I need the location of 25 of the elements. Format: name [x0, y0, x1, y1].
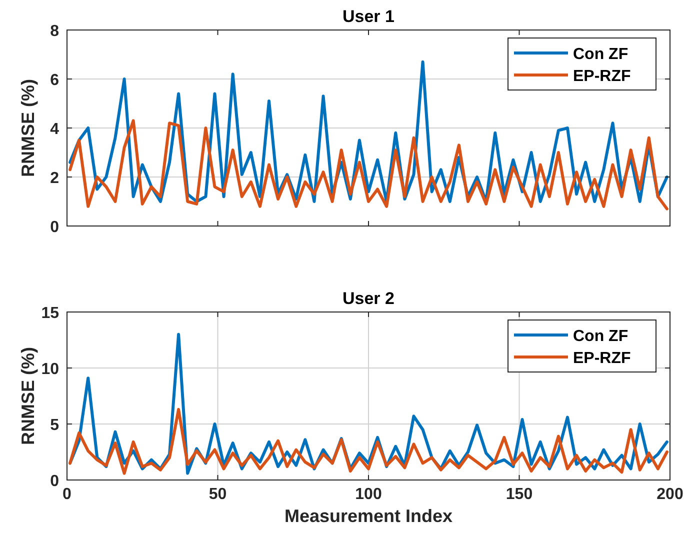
legend-label: Con ZF	[573, 328, 628, 345]
y-axis-title: RNMSE (%)	[18, 346, 38, 445]
chart-title: User 2	[342, 289, 394, 308]
y-tick-label: 6	[50, 72, 60, 89]
x-tick-label: 100	[355, 486, 382, 503]
x-tick-label: 200	[656, 486, 684, 503]
x-axis-title: Measurement Index	[284, 506, 453, 526]
y-tick-label: 5	[50, 417, 60, 434]
y-tick-label: 8	[50, 23, 60, 40]
legend-label: EP-RZF	[573, 350, 631, 367]
y-axis-title: RNMSE (%)	[18, 78, 38, 177]
x-tick-label: 50	[208, 486, 227, 503]
line-series	[68, 408, 668, 475]
y-tick-label: 0	[50, 219, 60, 236]
x-tick-label: 150	[506, 486, 533, 503]
y-tick-label: 2	[50, 170, 60, 187]
line-series	[68, 119, 668, 210]
y-tick-label: 15	[41, 305, 60, 322]
y-tick-label: 0	[50, 473, 60, 490]
chart-title: User 1	[342, 7, 394, 26]
legend-label: Con ZF	[573, 46, 628, 63]
x-tick-label: 0	[62, 486, 72, 503]
y-tick-label: 4	[50, 121, 60, 138]
legend-label: EP-RZF	[573, 68, 631, 85]
y-tick-label: 10	[41, 361, 60, 378]
